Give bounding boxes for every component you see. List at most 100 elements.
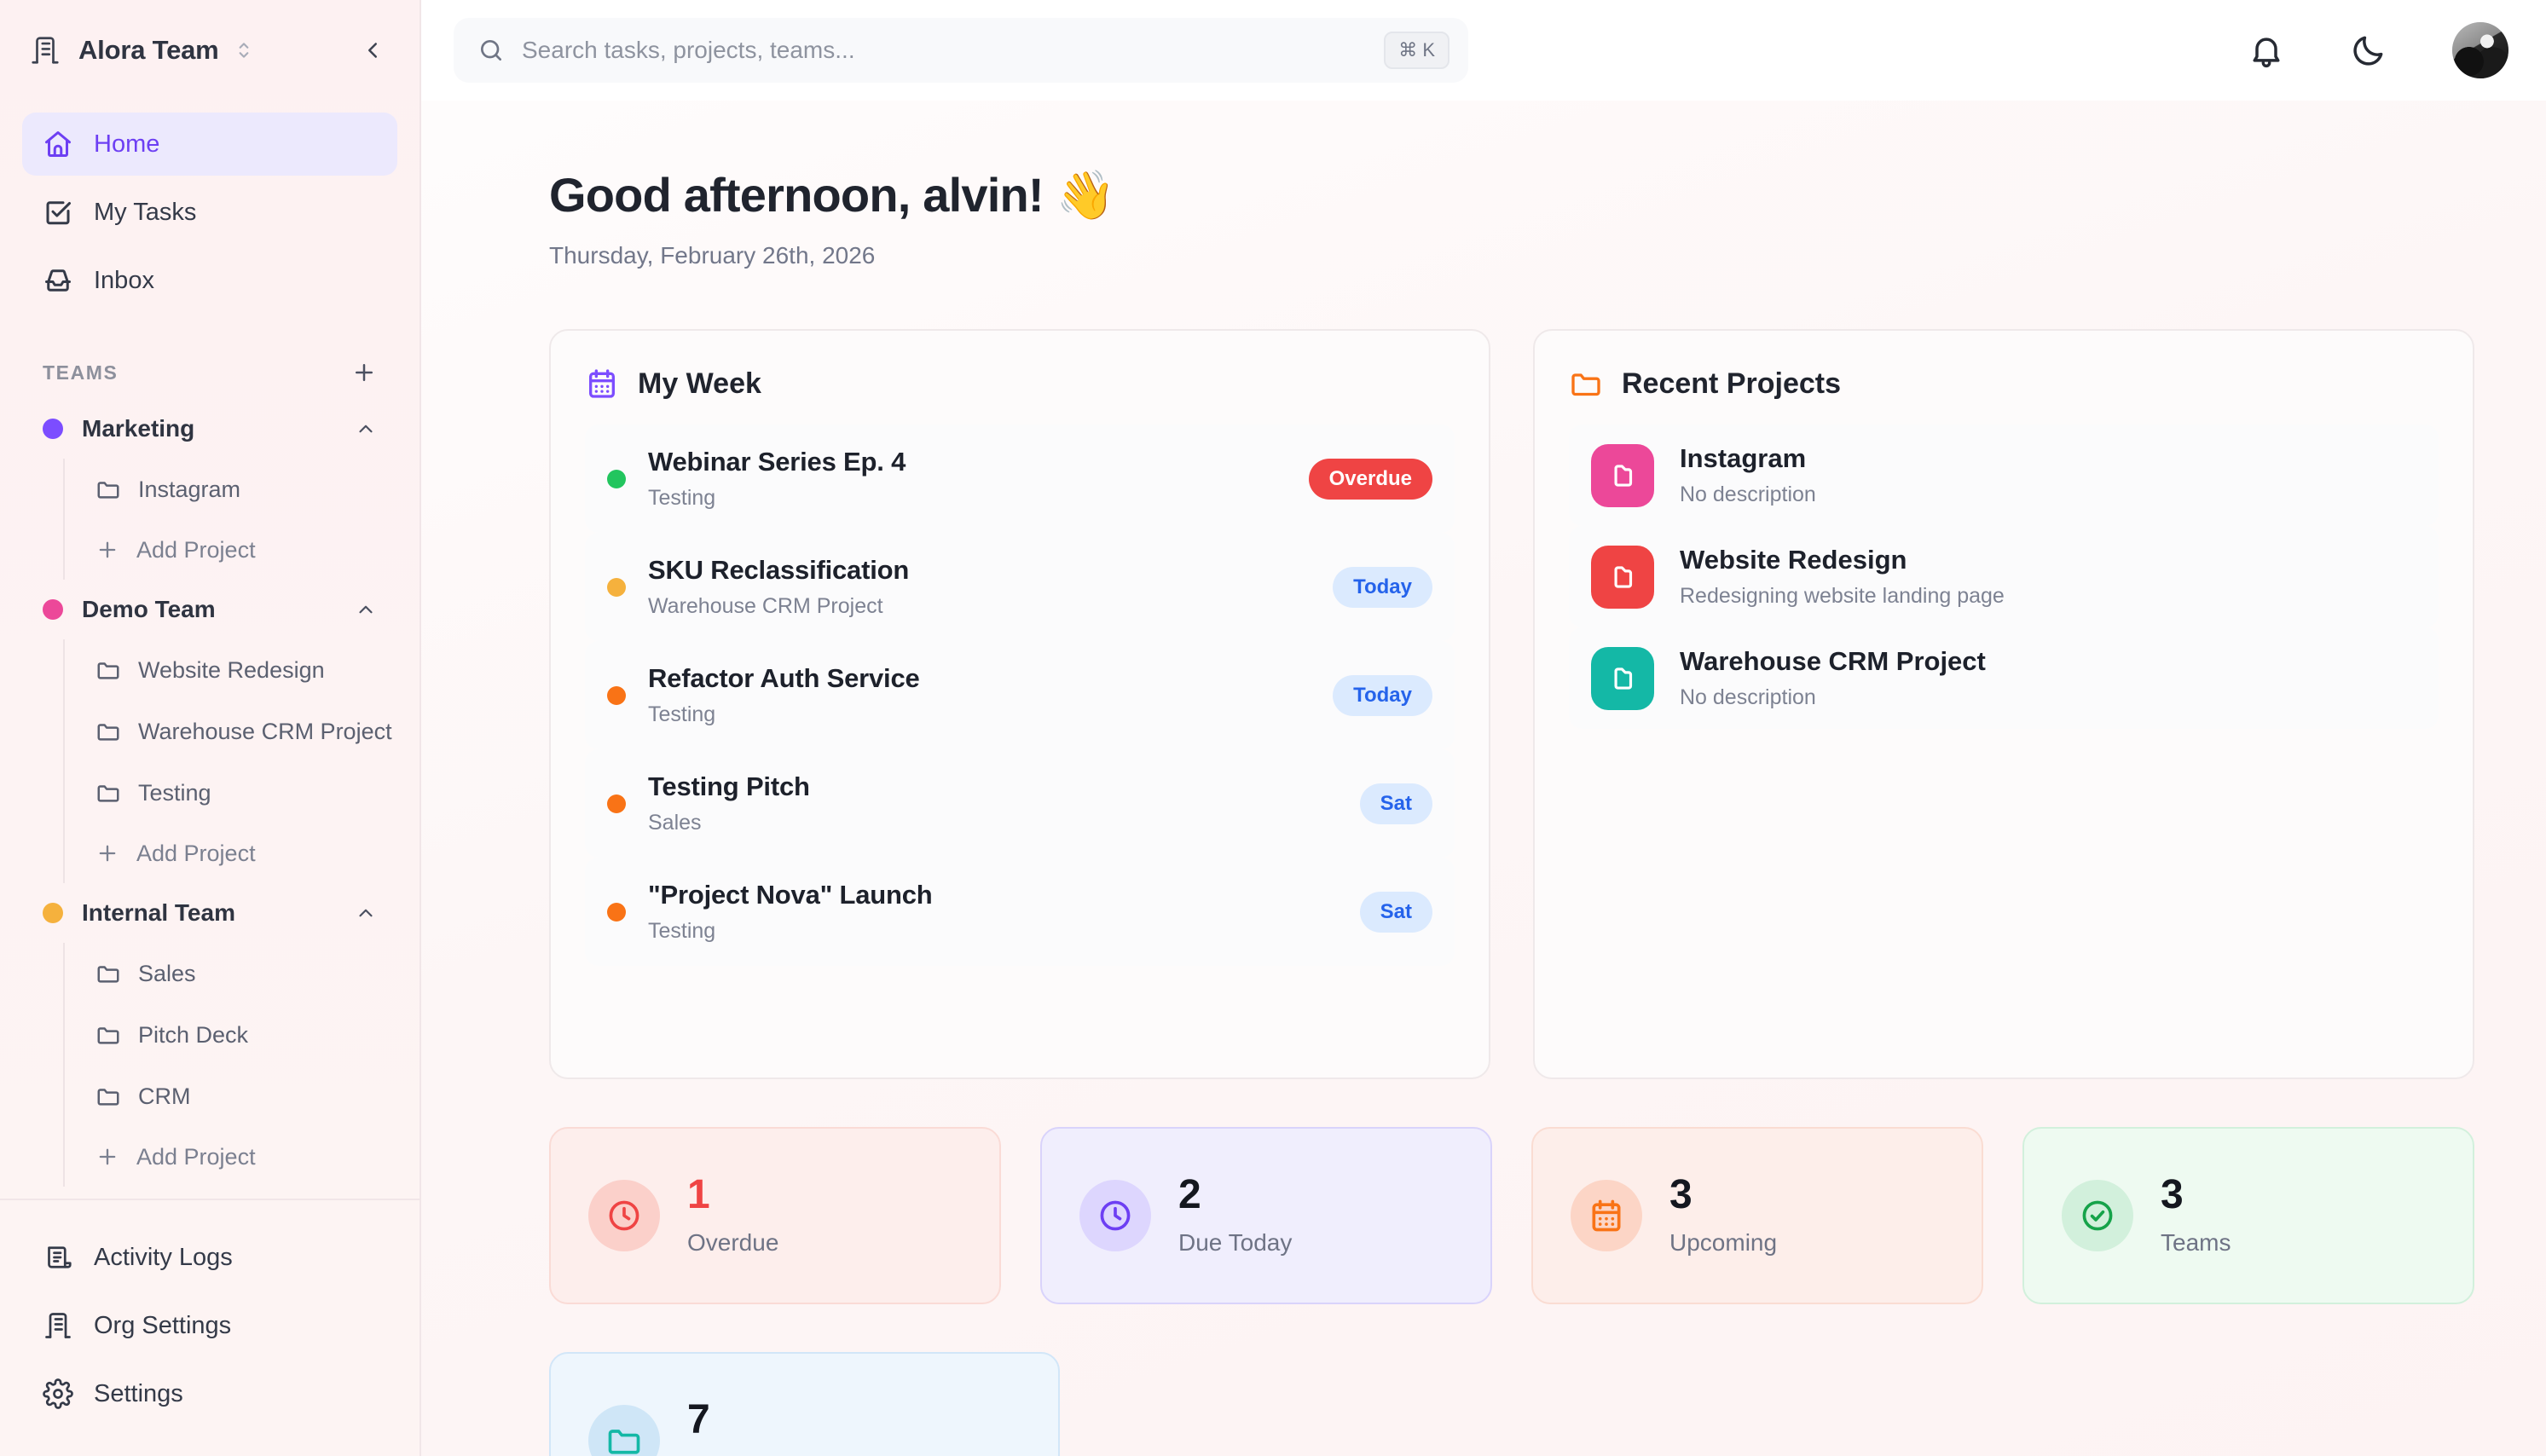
sidebar-item-inbox[interactable]: Inbox <box>22 249 397 312</box>
task-text: Webinar Series Ep. 4 Testing <box>648 447 1287 511</box>
task-text: SKU Reclassification Warehouse CRM Proje… <box>648 555 1311 619</box>
stat-card-due-today[interactable]: 2 Due Today <box>1040 1127 1492 1304</box>
sidebar-primary-nav: Home My Tasks Inbox <box>0 101 420 317</box>
folder-icon <box>95 1083 121 1109</box>
project-name: CRM <box>138 1083 191 1109</box>
project-name: Pitch Deck <box>138 1021 249 1048</box>
sidebar-item-label: Home <box>94 130 160 158</box>
task-row[interactable]: Testing Pitch Sales Sat <box>585 749 1455 858</box>
stat-card-projects[interactable]: 7 Projects <box>549 1352 1060 1456</box>
chevron-up-icon[interactable] <box>355 418 377 440</box>
chevron-up-down-icon[interactable] <box>233 39 255 61</box>
folder-icon <box>95 961 121 986</box>
org-name[interactable]: Alora Team <box>78 35 219 65</box>
bell-icon[interactable] <box>2248 32 2285 69</box>
project-name: Warehouse CRM Project <box>1680 646 1986 676</box>
my-week-header: My Week <box>585 367 1455 401</box>
folder-icon <box>588 1405 660 1456</box>
priority-dot <box>607 577 626 597</box>
card-title: My Week <box>638 367 761 400</box>
recent-projects-header: Recent Projects <box>1569 367 2439 401</box>
teams-label: TEAMS <box>43 361 119 384</box>
team-header-internal-team[interactable]: Internal Team <box>22 883 397 943</box>
team-header-demo-team[interactable]: Demo Team <box>22 580 397 639</box>
collapse-sidebar-button[interactable] <box>360 38 385 63</box>
stat-label: Due Today <box>1178 1229 1293 1256</box>
task-row[interactable]: Webinar Series Ep. 4 Testing Overdue <box>585 425 1455 533</box>
project-list-item[interactable]: Warehouse CRM Project No description <box>1569 627 2439 729</box>
stat-text: 2 Due Today <box>1178 1175 1292 1257</box>
search-input[interactable] <box>522 37 1368 64</box>
project-description: No description <box>1680 482 1816 506</box>
sidebar: Alora Team Home <box>0 0 421 1456</box>
stat-text: 3 Upcoming <box>1669 1175 1777 1257</box>
add-project-label: Add Project <box>136 840 256 866</box>
project-item[interactable]: Warehouse CRM Project <box>65 701 397 762</box>
main-area: ⌘ K Good afternoon, alvin! 👋 Thursday, F… <box>421 0 2546 1456</box>
project-tile <box>1591 646 1654 710</box>
stat-label: Teams <box>2161 1229 2231 1256</box>
project-name: Website Redesign <box>1680 545 1907 575</box>
folder-icon <box>1569 367 1603 401</box>
sidebar-item-settings[interactable]: Settings <box>22 1362 397 1425</box>
stat-card-upcoming[interactable]: 3 Upcoming <box>1531 1127 1983 1304</box>
stat-value: 1 <box>687 1172 710 1217</box>
project-text: Website Redesign Redesigning website lan… <box>1680 545 2005 609</box>
project-name: Instagram <box>138 476 241 502</box>
chevron-up-icon[interactable] <box>355 598 377 621</box>
project-item[interactable]: Pitch Deck <box>65 1004 397 1066</box>
add-project-button[interactable]: Add Project <box>65 823 397 883</box>
gear-icon <box>43 1378 73 1409</box>
stat-value: 2 <box>1178 1172 1201 1217</box>
sidebar-item-label: Settings <box>94 1379 183 1407</box>
chevron-up-icon[interactable] <box>355 902 377 924</box>
task-title: Webinar Series Ep. 4 <box>648 447 906 477</box>
building-icon <box>43 1310 73 1341</box>
project-name: Instagram <box>1680 443 1807 473</box>
team-color-dot <box>43 599 63 620</box>
project-item[interactable]: Sales <box>65 943 397 1004</box>
task-title: Testing Pitch <box>648 771 810 801</box>
project-list-item[interactable]: Website Redesign Redesigning website lan… <box>1569 526 2439 627</box>
dashboard-cards: My Week Webinar Series Ep. 4 Testing Ove… <box>549 329 2474 1079</box>
global-search[interactable]: ⌘ K <box>454 18 1468 83</box>
task-row[interactable]: SKU Reclassification Warehouse CRM Proje… <box>585 533 1455 641</box>
add-project-button[interactable]: Add Project <box>65 520 397 580</box>
page-title: Good afternoon, alvin! 👋 <box>549 168 1115 222</box>
task-project: Testing <box>648 486 716 510</box>
clock-icon <box>588 1180 660 1251</box>
sidebar-item-label: Activity Logs <box>94 1243 233 1271</box>
team-color-dot <box>43 903 63 923</box>
stats-row-secondary: 7 Projects <box>549 1352 2474 1456</box>
team-header-marketing[interactable]: Marketing <box>22 399 397 459</box>
sidebar-item-label: Inbox <box>94 266 154 294</box>
task-row[interactable]: Refactor Auth Service Testing Today <box>585 641 1455 749</box>
sidebar-item-activity-logs[interactable]: Activity Logs <box>22 1226 397 1289</box>
project-text: Instagram No description <box>1680 443 1816 507</box>
project-tile <box>1591 545 1654 609</box>
search-shortcut-badge: ⌘ K <box>1384 32 1449 69</box>
sidebar-item-my-tasks[interactable]: My Tasks <box>22 181 397 244</box>
stat-card-overdue[interactable]: 1 Overdue <box>549 1127 1001 1304</box>
user-avatar[interactable] <box>2452 22 2508 78</box>
project-item[interactable]: Website Redesign <box>65 639 397 701</box>
check-square-icon <box>43 197 73 228</box>
stat-text: 7 Projects <box>687 1400 773 1456</box>
stat-card-teams[interactable]: 3 Teams <box>2022 1127 2474 1304</box>
stat-value: 3 <box>1669 1172 1693 1217</box>
sidebar-item-org-settings[interactable]: Org Settings <box>22 1294 397 1357</box>
plus-icon[interactable] <box>351 360 377 385</box>
project-name: Website Redesign <box>138 656 325 683</box>
project-list-item[interactable]: Instagram No description <box>1569 425 2439 526</box>
sidebar-header: Alora Team <box>0 0 420 101</box>
add-project-button[interactable]: Add Project <box>65 1127 397 1187</box>
sidebar-footer: Activity Logs Org Settings <box>0 1199 420 1456</box>
project-item[interactable]: Instagram <box>65 459 397 520</box>
folder-icon <box>95 477 121 502</box>
sidebar-item-home[interactable]: Home <box>22 113 397 176</box>
moon-icon[interactable] <box>2350 32 2387 69</box>
project-tile <box>1591 443 1654 507</box>
task-row[interactable]: "Project Nova" Launch Testing Sat <box>585 858 1455 966</box>
project-item[interactable]: Testing <box>65 762 397 823</box>
project-item[interactable]: CRM <box>65 1066 397 1127</box>
